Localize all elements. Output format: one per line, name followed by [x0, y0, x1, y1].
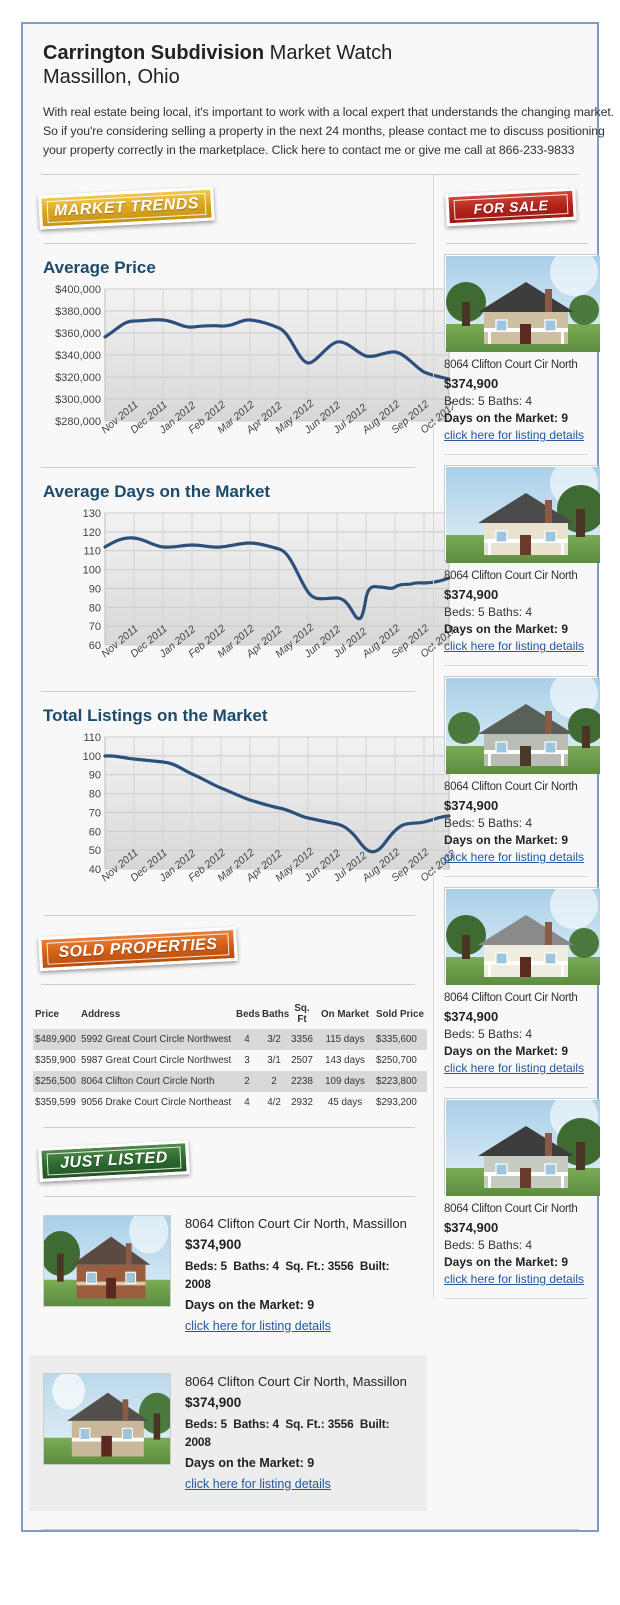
svg-text:110: 110: [83, 546, 101, 558]
svg-text:110: 110: [83, 732, 101, 744]
svg-text:80: 80: [89, 789, 101, 801]
svg-text:$300,000: $300,000: [55, 394, 101, 406]
svg-text:70: 70: [89, 807, 101, 819]
svg-text:100: 100: [83, 751, 101, 763]
svg-text:$360,000: $360,000: [55, 328, 101, 340]
svg-text:$380,000: $380,000: [55, 306, 101, 318]
svg-text:130: 130: [83, 508, 101, 520]
svg-text:$340,000: $340,000: [55, 350, 101, 362]
svg-text:90: 90: [89, 770, 101, 782]
svg-text:$400,000: $400,000: [55, 284, 101, 296]
svg-text:50: 50: [89, 845, 101, 857]
svg-text:$320,000: $320,000: [55, 372, 101, 384]
svg-text:80: 80: [89, 602, 101, 614]
svg-text:120: 120: [83, 527, 101, 539]
svg-text:60: 60: [89, 826, 101, 838]
svg-text:90: 90: [89, 583, 101, 595]
svg-text:70: 70: [89, 621, 101, 633]
svg-text:$280,000: $280,000: [55, 416, 101, 428]
svg-text:100: 100: [83, 565, 101, 577]
